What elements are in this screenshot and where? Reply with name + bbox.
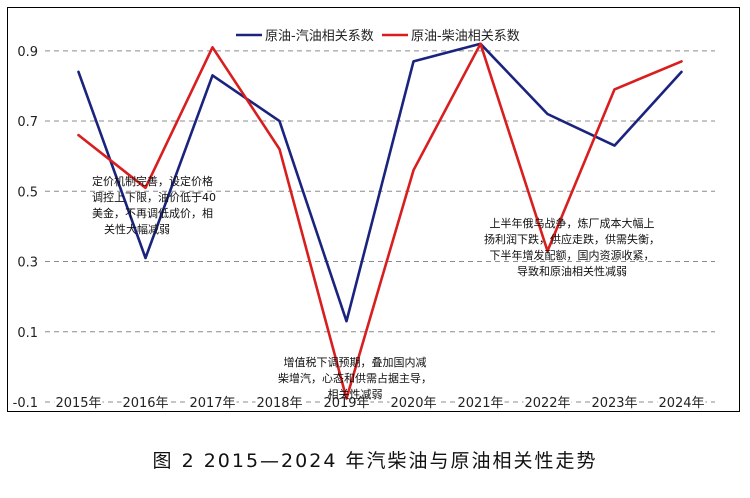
annotation-2016: 定价机制完善，设定价格 调控上下限，油价低于40 美金，不再调低成价，相 关性大… (92, 174, 216, 238)
x-tick-label: 2016年 (122, 396, 168, 411)
y-tick-label: 0.5 (17, 185, 38, 200)
annotation-line: 关性大幅减弱 (104, 223, 170, 236)
annotation-line: 增值税下调预期，叠加国内减 (283, 356, 427, 369)
x-tick-label: 2024年 (658, 396, 704, 411)
x-tick-label: 2019年 (323, 396, 369, 411)
x-tick-label: 2015年 (55, 396, 101, 411)
x-tick-label-bg (121, 393, 170, 411)
annotation-line: 美金，不再调低成价，相 (92, 207, 213, 220)
y-axis-ticks: -0.1 0.1 0.3 0.5 0.7 0.9 (13, 45, 38, 411)
legend-label: 原油-柴油相关系数 (411, 29, 520, 44)
legend: 原油-汽油相关系数 原油-柴油相关系数 (236, 29, 520, 44)
x-tick-label: 2020年 (390, 396, 436, 411)
x-tick-label-bg (523, 393, 572, 411)
y-tick-label: 0.9 (17, 45, 38, 60)
x-tick-label: 2023年 (591, 396, 637, 411)
y-tick-label: 0.1 (17, 326, 38, 341)
chart-frame: -0.1 0.1 0.3 0.5 0.7 0.9 2015年 2016年 2017年 2018年… (7, 7, 740, 412)
legend-label: 原油-汽油相关系数 (265, 29, 374, 44)
series-line-1 (77, 42, 683, 323)
y-tick-label: 0.3 (17, 256, 38, 271)
x-tick-label-bg (255, 393, 304, 411)
x-tick-label-bg (590, 393, 639, 411)
annotation-line: 上半年俄乌战争，炼厂成本大幅上 (489, 217, 655, 230)
x-tick-label-bg (456, 393, 505, 411)
annotation-2019: 增值税下调预期，叠加国内减 柴增汽，心态和供需占据主导， 相关性减弱 (278, 355, 432, 403)
x-tick-label: 2018年 (256, 396, 302, 411)
x-tick-label-bg (657, 393, 706, 411)
x-tick-label: 2022年 (524, 396, 570, 411)
x-tick-label: 2021年 (457, 396, 503, 411)
x-tick-label-bg (54, 393, 103, 411)
annotation-line: 相关性减弱 (327, 388, 383, 401)
annotation-line: 下半年增发配额，国内资源收紧， (489, 249, 655, 262)
annotation-line: 导致和原油相关性减弱 (517, 265, 627, 278)
line-chart: -0.1 0.1 0.3 0.5 0.7 0.9 2015年 2016年 2017年 2018年… (13, 29, 715, 411)
x-tick-label-bg (188, 393, 237, 411)
annotation-line: 定价机制完善，设定价格 (92, 175, 213, 188)
annotation-line: 扬利润下跌，供应走跌，供需失衡， (484, 233, 660, 246)
annotation-line: 调控上下限，油价低于40 (92, 191, 216, 204)
series-line-2 (77, 42, 683, 400)
y-tick-label: -0.1 (13, 396, 38, 411)
figure-caption: 图 2 2015—2024 年汽柴油与原油相关性走势 (152, 450, 598, 472)
annotation-line: 柴增汽，心态和供需占据主导， (278, 372, 432, 385)
y-tick-label: 0.7 (17, 115, 38, 130)
x-tick-label-bg (322, 393, 371, 411)
x-tick-label: 2017年 (189, 396, 235, 411)
x-axis-ticks: 2015年 2016年 2017年 2018年 2019年 2020年 2021年 2022年… (54, 393, 706, 411)
annotation-2022: 上半年俄乌战争，炼厂成本大幅上 扬利润下跌，供应走跌，供需失衡， 下半年增发配额… (484, 216, 660, 280)
x-tick-label-bg (389, 393, 438, 411)
series-lines (77, 42, 683, 400)
